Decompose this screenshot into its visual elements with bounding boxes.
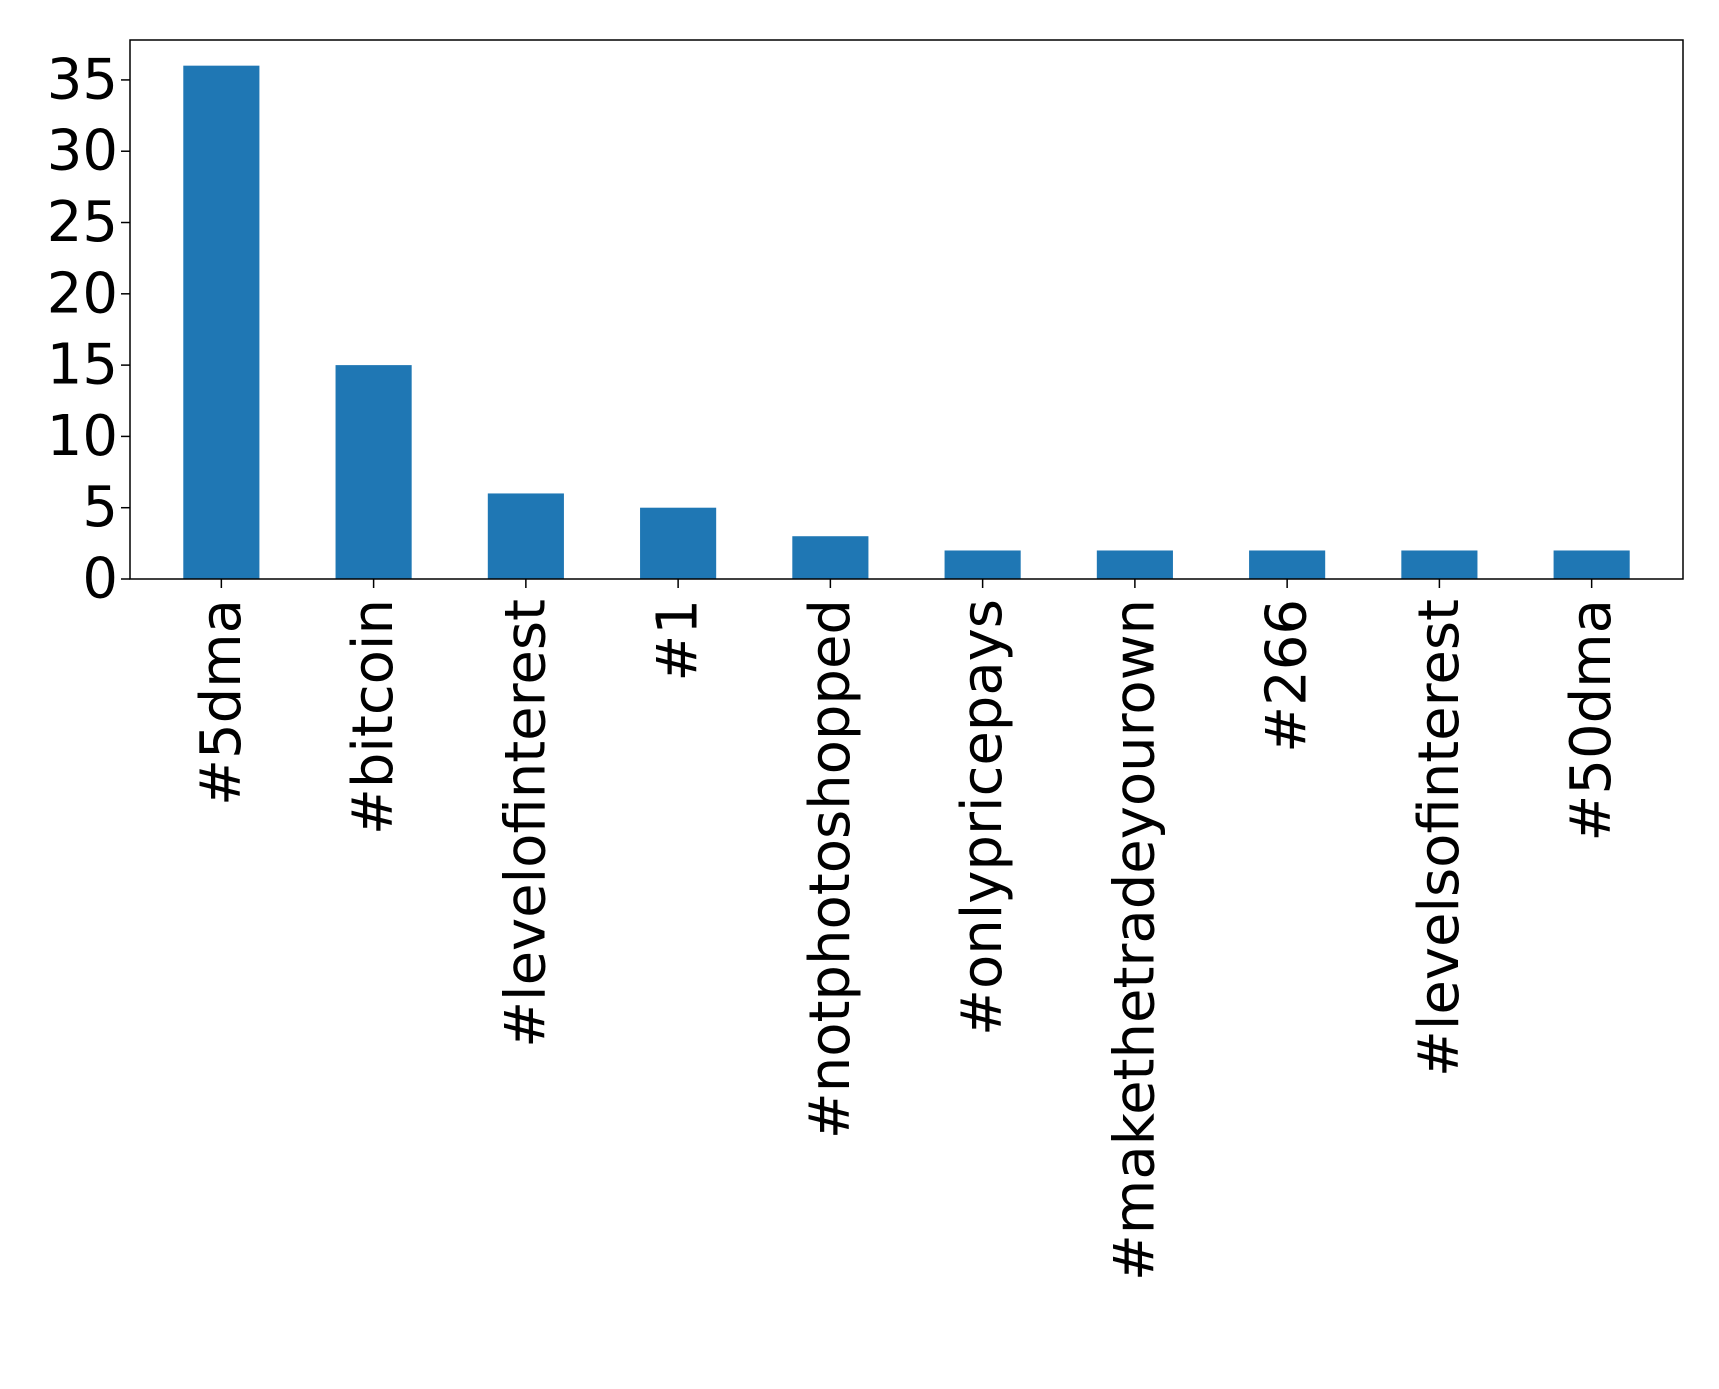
y-tick-label: 15 (47, 333, 118, 398)
y-tick-label: 0 (82, 547, 118, 612)
y-tick-label: 35 (47, 47, 118, 112)
y-tick-label: 20 (47, 261, 118, 326)
bar (640, 507, 717, 579)
bar (183, 65, 260, 579)
y-tick-label: 10 (47, 404, 118, 469)
bar (1249, 550, 1326, 579)
bar (1553, 550, 1630, 579)
x-category-label: #levelofinterest (493, 599, 558, 1048)
bar (335, 365, 412, 579)
y-tick-label: 5 (82, 475, 118, 540)
x-category-label: #1 (646, 599, 711, 682)
x-category-label: #bitcoin (341, 599, 406, 835)
x-category-label: #5dma (189, 599, 254, 806)
bar (1401, 550, 1478, 579)
x-category-label: #onlypricepays (950, 599, 1015, 1036)
bar (487, 493, 564, 579)
bar (944, 550, 1021, 579)
y-tick-label: 25 (47, 190, 118, 255)
plot-frame (129, 39, 1684, 580)
x-axis: #5dma #bitcoin #levelofinterest #1 #notphoto… (189, 579, 1624, 1281)
bar (1096, 550, 1173, 579)
bar (792, 536, 869, 579)
x-category-label: #levelsofinterest (1407, 599, 1472, 1077)
bars-group (183, 65, 1630, 579)
y-tick-label: 30 (47, 119, 118, 184)
x-category-label: #266 (1255, 599, 1320, 753)
x-category-label: #notphotoshopped (798, 599, 863, 1139)
x-category-label: #makethetradeyourown (1102, 599, 1167, 1281)
x-category-label: #50dma (1559, 599, 1624, 842)
